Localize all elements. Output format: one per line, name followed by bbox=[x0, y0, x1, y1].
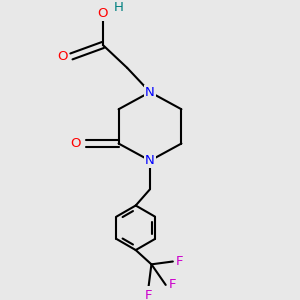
Text: F: F bbox=[169, 278, 177, 291]
Text: F: F bbox=[145, 289, 152, 300]
Text: N: N bbox=[145, 85, 155, 99]
Text: O: O bbox=[70, 137, 81, 150]
Text: O: O bbox=[98, 7, 108, 20]
Text: N: N bbox=[145, 154, 155, 167]
Text: F: F bbox=[176, 255, 184, 268]
Text: O: O bbox=[57, 50, 68, 63]
Text: H: H bbox=[114, 2, 124, 14]
